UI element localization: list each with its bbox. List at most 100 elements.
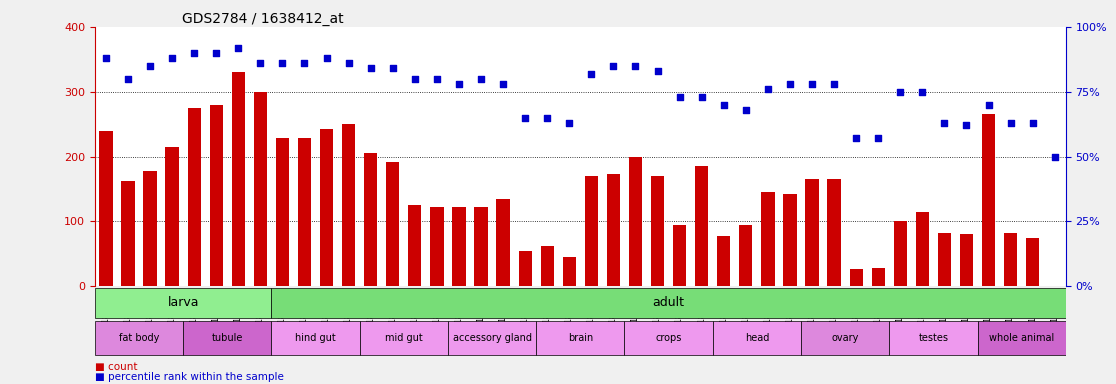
Point xyxy=(318,55,336,61)
Text: ■ percentile rank within the sample: ■ percentile rank within the sample xyxy=(95,372,283,382)
Point xyxy=(472,76,490,82)
Bar xyxy=(651,176,664,286)
Point xyxy=(538,115,556,121)
Text: crops: crops xyxy=(655,333,682,343)
Point xyxy=(847,136,865,142)
Point xyxy=(804,81,821,87)
Bar xyxy=(99,131,113,286)
Text: brain: brain xyxy=(568,333,593,343)
FancyBboxPatch shape xyxy=(271,288,1066,318)
Point xyxy=(119,76,137,82)
Point xyxy=(626,63,644,69)
FancyBboxPatch shape xyxy=(95,321,183,355)
FancyBboxPatch shape xyxy=(536,321,625,355)
Point xyxy=(230,45,248,51)
Bar xyxy=(916,212,929,286)
Point xyxy=(1002,120,1020,126)
Text: ■ count: ■ count xyxy=(95,362,137,372)
Point xyxy=(605,63,623,69)
Bar xyxy=(629,157,642,286)
Point xyxy=(163,55,181,61)
Bar xyxy=(783,194,797,286)
Bar xyxy=(982,114,995,286)
Bar xyxy=(253,92,267,286)
Text: testes: testes xyxy=(918,333,949,343)
Bar xyxy=(806,179,819,286)
Point xyxy=(648,68,666,74)
Text: head: head xyxy=(744,333,769,343)
Point xyxy=(97,55,115,61)
Point xyxy=(958,122,975,129)
Bar xyxy=(761,192,775,286)
FancyBboxPatch shape xyxy=(183,321,271,355)
Point xyxy=(1046,154,1064,160)
Point xyxy=(384,65,402,71)
FancyBboxPatch shape xyxy=(95,288,271,318)
Bar xyxy=(408,205,422,286)
Bar xyxy=(122,180,135,286)
Point xyxy=(296,60,314,66)
Point xyxy=(892,89,910,95)
Bar xyxy=(937,233,951,286)
Bar xyxy=(960,235,973,286)
Point xyxy=(869,136,887,142)
FancyBboxPatch shape xyxy=(713,321,801,355)
Bar xyxy=(872,268,885,286)
Point xyxy=(583,71,600,77)
Text: tubule: tubule xyxy=(212,333,243,343)
Text: hind gut: hind gut xyxy=(295,333,336,343)
Text: fat body: fat body xyxy=(118,333,160,343)
Bar xyxy=(386,162,400,286)
Point xyxy=(825,81,843,87)
Bar xyxy=(474,207,488,286)
Text: accessory gland: accessory gland xyxy=(453,333,531,343)
Bar xyxy=(431,207,443,286)
FancyBboxPatch shape xyxy=(978,321,1066,355)
Bar xyxy=(298,139,311,286)
Bar xyxy=(320,129,334,286)
Bar xyxy=(739,225,752,286)
Point xyxy=(980,102,998,108)
FancyBboxPatch shape xyxy=(801,321,889,355)
Point xyxy=(208,50,225,56)
FancyBboxPatch shape xyxy=(625,321,713,355)
Bar xyxy=(585,176,598,286)
Text: whole animal: whole animal xyxy=(989,333,1055,343)
Bar xyxy=(894,222,907,286)
Bar xyxy=(143,171,156,286)
Point xyxy=(141,63,158,69)
Bar xyxy=(562,257,576,286)
Point xyxy=(362,65,379,71)
Point xyxy=(406,76,424,82)
Point xyxy=(715,102,733,108)
Text: ovary: ovary xyxy=(831,333,859,343)
Bar xyxy=(718,236,730,286)
Bar xyxy=(165,147,179,286)
Bar xyxy=(607,174,620,286)
Bar xyxy=(232,72,244,286)
Bar xyxy=(519,251,531,286)
Point xyxy=(273,60,291,66)
Bar xyxy=(1004,233,1018,286)
Point xyxy=(339,60,357,66)
Bar xyxy=(341,124,355,286)
Bar xyxy=(1026,238,1039,286)
Point xyxy=(781,81,799,87)
Bar xyxy=(827,179,840,286)
FancyBboxPatch shape xyxy=(448,321,536,355)
FancyBboxPatch shape xyxy=(889,321,978,355)
Bar xyxy=(849,269,863,286)
Bar xyxy=(540,246,554,286)
Point xyxy=(494,81,512,87)
Bar xyxy=(452,207,465,286)
Point xyxy=(693,94,711,100)
Text: mid gut: mid gut xyxy=(385,333,423,343)
Text: GDS2784 / 1638412_at: GDS2784 / 1638412_at xyxy=(182,12,344,26)
FancyBboxPatch shape xyxy=(271,321,359,355)
FancyBboxPatch shape xyxy=(359,321,448,355)
Point xyxy=(560,120,578,126)
Bar xyxy=(497,199,510,286)
Bar xyxy=(673,225,686,286)
Bar xyxy=(276,139,289,286)
Point xyxy=(427,76,445,82)
